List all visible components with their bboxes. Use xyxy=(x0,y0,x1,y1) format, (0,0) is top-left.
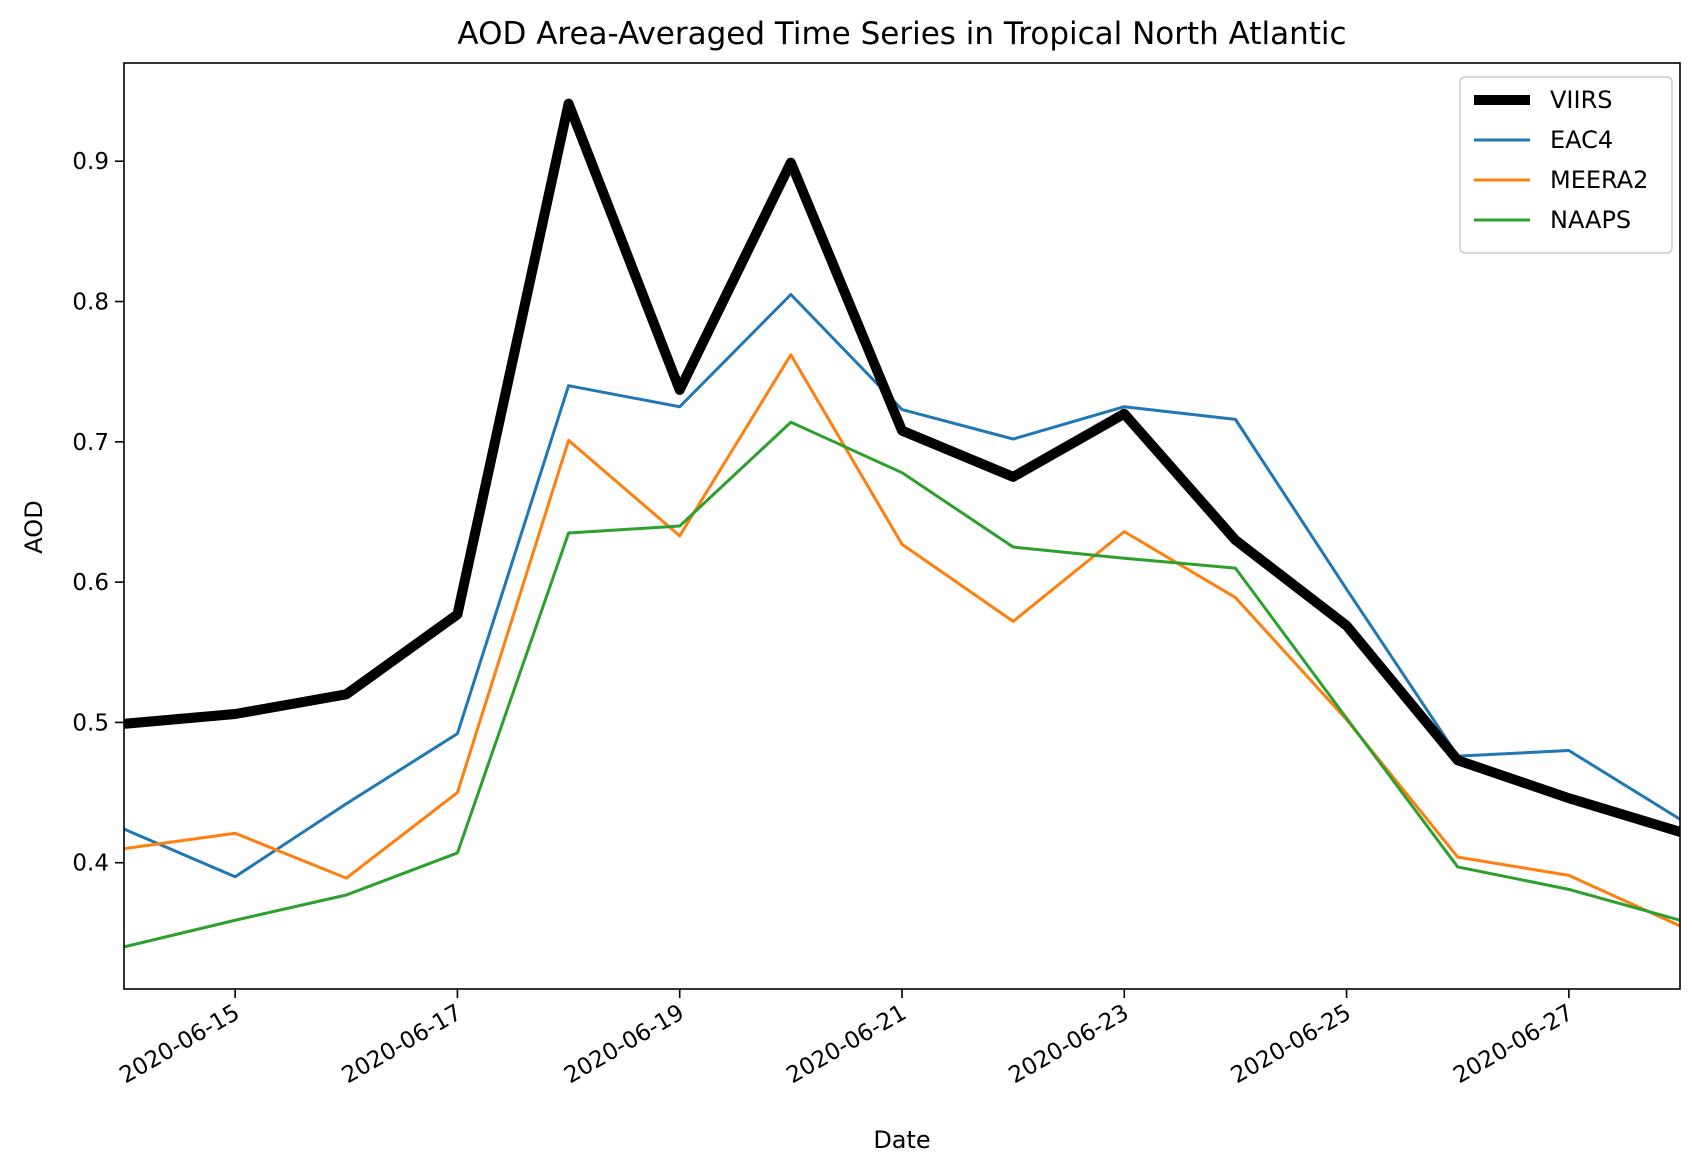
legend-label-naaps: NAAPS xyxy=(1550,206,1631,234)
legend-box xyxy=(1459,76,1673,254)
series-line-viirs xyxy=(124,98,1680,838)
y-tick-label: 0.7 xyxy=(72,430,109,456)
series-line-eac4 xyxy=(124,293,1680,879)
legend-label-viirs: VIIRS xyxy=(1550,86,1612,114)
chart-title: AOD Area-Averaged Time Series in Tropica… xyxy=(457,16,1346,52)
legend: VIIRS EAC4 MEERA2 NAAPS xyxy=(1459,76,1673,254)
y-tick-label: 0.8 xyxy=(72,290,109,316)
y-tick-label: 0.5 xyxy=(72,710,109,736)
legend-label-meera2: MEERA2 xyxy=(1550,166,1648,194)
plot-area xyxy=(124,98,1680,949)
legend-label-eac4: EAC4 xyxy=(1550,126,1613,154)
y-tick-label: 0.4 xyxy=(72,851,109,877)
x-axis-label: Date xyxy=(873,1126,930,1154)
series-line-meera2 xyxy=(124,353,1680,928)
y-axis: 0.4 0.5 0.6 0.7 0.8 0.9 xyxy=(72,149,124,877)
series-line-naaps xyxy=(124,420,1680,949)
y-axis-label: AOD xyxy=(20,500,48,553)
y-tick-label: 0.6 xyxy=(72,570,109,596)
y-tick-label: 0.9 xyxy=(72,149,109,175)
series-layer xyxy=(124,98,1680,949)
